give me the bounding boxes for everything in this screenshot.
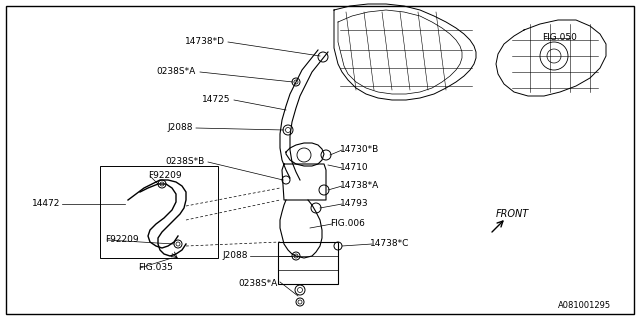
Text: FRONT: FRONT — [496, 209, 529, 219]
Text: 14710: 14710 — [340, 164, 369, 172]
Text: 14738*A: 14738*A — [340, 181, 380, 190]
Text: 14472: 14472 — [31, 199, 60, 209]
Text: FIG.050: FIG.050 — [542, 34, 577, 43]
Text: J2088: J2088 — [168, 124, 193, 132]
Text: F92209: F92209 — [105, 236, 139, 244]
Text: 0238S*A: 0238S*A — [239, 279, 278, 289]
Text: J2088: J2088 — [223, 252, 248, 260]
Text: 14730*B: 14730*B — [340, 146, 380, 155]
Text: 14725: 14725 — [202, 95, 230, 105]
Text: FIG.035: FIG.035 — [138, 263, 173, 273]
Text: A081001295: A081001295 — [558, 301, 611, 310]
Text: 0238S*B: 0238S*B — [166, 157, 205, 166]
Bar — [100, 166, 218, 258]
Text: 0238S*A: 0238S*A — [157, 68, 196, 76]
Bar — [278, 242, 338, 284]
Text: 14738*C: 14738*C — [370, 239, 410, 249]
Text: FIG.006: FIG.006 — [330, 220, 365, 228]
Text: 14738*D: 14738*D — [185, 37, 225, 46]
Text: F92209: F92209 — [148, 172, 182, 180]
Text: 14793: 14793 — [340, 199, 369, 209]
